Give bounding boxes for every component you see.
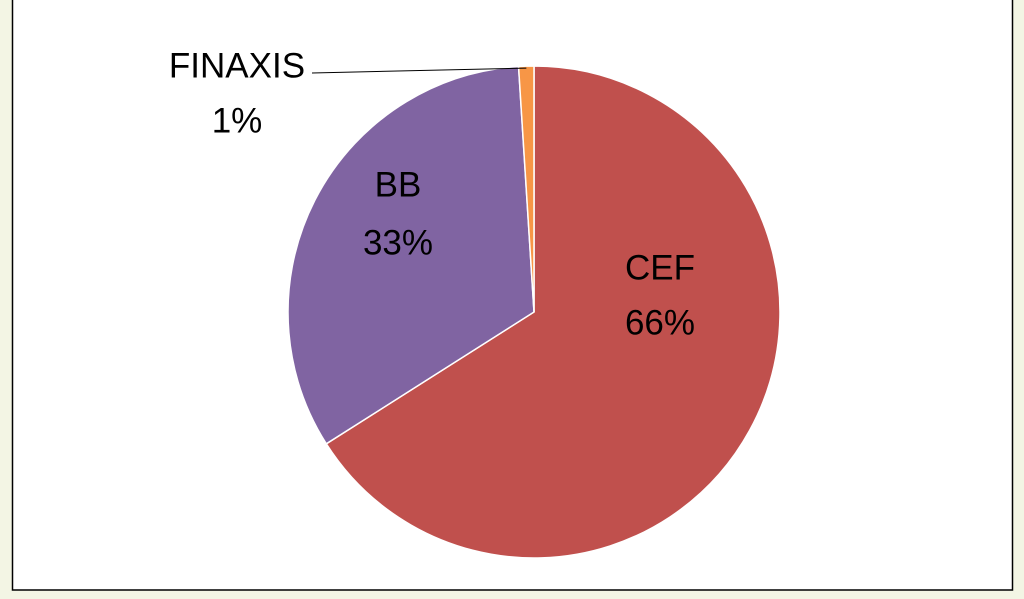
pie-slice [325,65,781,559]
leader-line [311,67,527,74]
slice-label-value: 33% [363,223,433,262]
slice-label-value: 66% [625,303,695,342]
slice-label-name: CEF [625,248,695,287]
slice-label-value: 1% [212,101,263,140]
slice-label-name: FINAXIS [169,46,305,85]
pie-slice [287,65,535,445]
slice-label-name: BB [375,165,422,204]
pie-slice [517,65,535,313]
